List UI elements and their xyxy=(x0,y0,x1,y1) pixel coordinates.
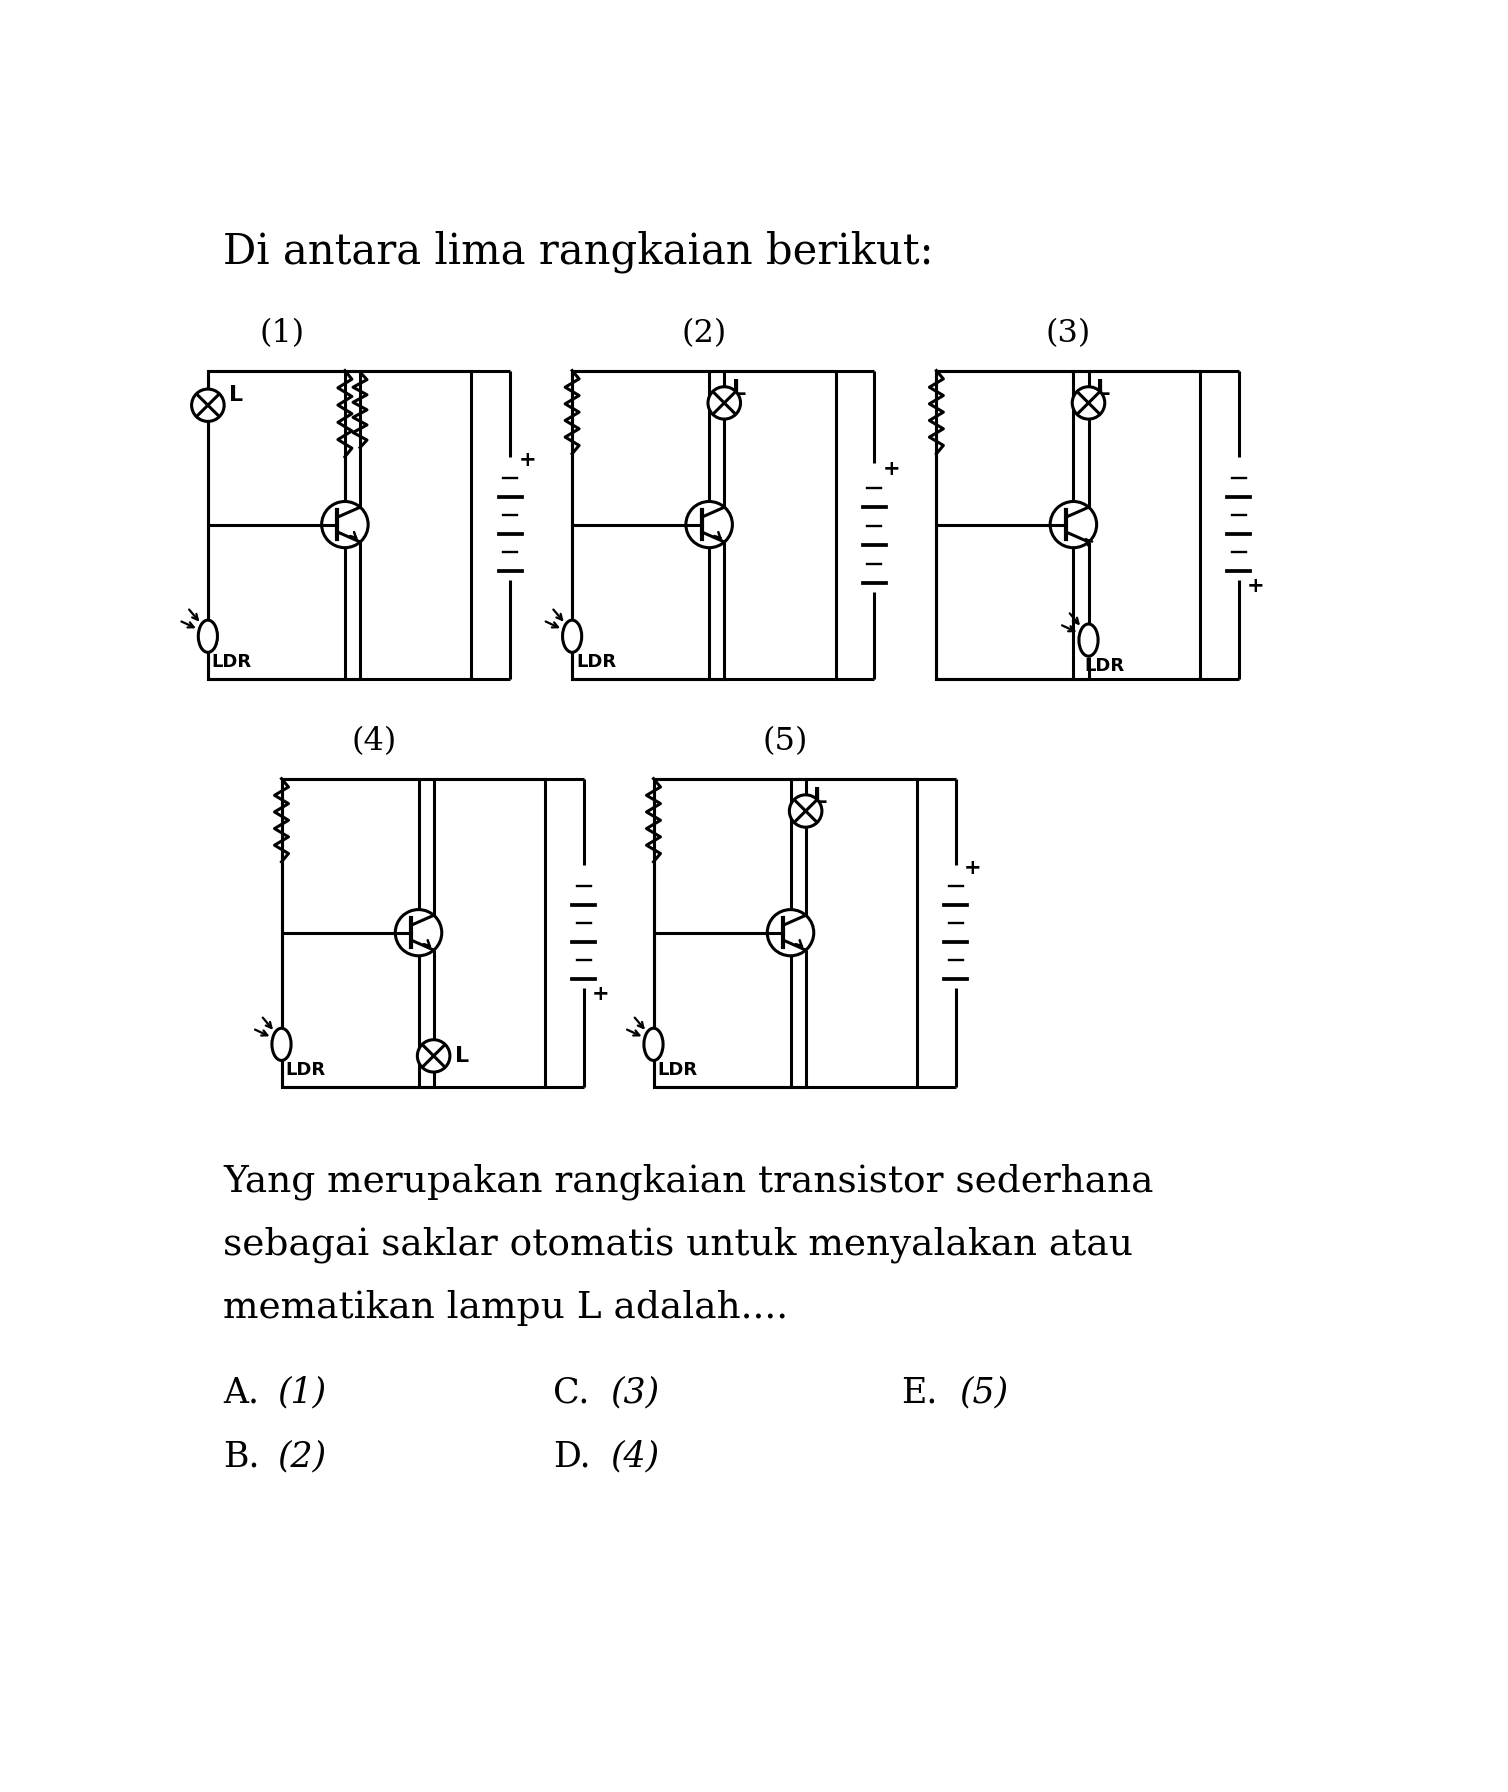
Text: (5): (5) xyxy=(959,1376,1009,1410)
Ellipse shape xyxy=(271,1029,291,1061)
Text: mematikan lampu L adalah....: mematikan lampu L adalah.... xyxy=(223,1290,789,1326)
Text: +: + xyxy=(882,459,900,478)
Text: Yang merupakan rangkaian transistor sederhana: Yang merupakan rangkaian transistor sede… xyxy=(223,1163,1154,1201)
Bar xyxy=(936,371,1200,679)
Text: sebagai saklar otomatis untuk menyalakan atau: sebagai saklar otomatis untuk menyalakan… xyxy=(223,1228,1134,1263)
Text: L: L xyxy=(454,1047,469,1066)
Text: LDR: LDR xyxy=(576,652,617,670)
Text: LDR: LDR xyxy=(211,652,252,670)
Text: (5): (5) xyxy=(763,726,808,758)
Circle shape xyxy=(1050,502,1096,548)
Bar xyxy=(282,780,544,1086)
Text: +: + xyxy=(593,984,609,1004)
Text: (3): (3) xyxy=(1045,317,1090,349)
Text: L: L xyxy=(813,787,828,808)
Circle shape xyxy=(418,1039,449,1072)
Circle shape xyxy=(686,502,733,548)
Circle shape xyxy=(707,387,740,419)
Circle shape xyxy=(192,389,225,421)
Text: +: + xyxy=(964,858,982,878)
Text: (2): (2) xyxy=(682,317,727,349)
Ellipse shape xyxy=(644,1029,664,1061)
Circle shape xyxy=(321,502,368,548)
Text: C.: C. xyxy=(553,1376,590,1410)
Text: L: L xyxy=(1096,380,1110,400)
Text: (4): (4) xyxy=(611,1439,661,1473)
Ellipse shape xyxy=(1078,624,1098,656)
Text: LDR: LDR xyxy=(285,1061,326,1079)
Ellipse shape xyxy=(199,620,217,652)
Text: L: L xyxy=(229,385,243,405)
Circle shape xyxy=(768,910,814,955)
Bar xyxy=(572,371,835,679)
Text: (1): (1) xyxy=(259,317,305,349)
Text: +: + xyxy=(1247,577,1265,597)
Text: (3): (3) xyxy=(611,1376,661,1410)
Text: E.: E. xyxy=(902,1376,938,1410)
Text: Di antara lima rangkaian berikut:: Di antara lima rangkaian berikut: xyxy=(223,231,933,272)
Circle shape xyxy=(1072,387,1105,419)
Circle shape xyxy=(789,796,822,828)
Text: D.: D. xyxy=(553,1439,590,1473)
Ellipse shape xyxy=(562,620,582,652)
Bar xyxy=(653,780,917,1086)
Text: +: + xyxy=(519,450,535,470)
Text: LDR: LDR xyxy=(657,1061,698,1079)
Text: (4): (4) xyxy=(351,726,397,758)
Text: A.: A. xyxy=(223,1376,259,1410)
Text: (1): (1) xyxy=(277,1376,327,1410)
Text: (2): (2) xyxy=(277,1439,327,1473)
Text: LDR: LDR xyxy=(1084,658,1125,676)
Bar xyxy=(208,371,472,679)
Text: B.: B. xyxy=(223,1439,259,1473)
Circle shape xyxy=(395,910,442,955)
Text: L: L xyxy=(731,380,746,400)
